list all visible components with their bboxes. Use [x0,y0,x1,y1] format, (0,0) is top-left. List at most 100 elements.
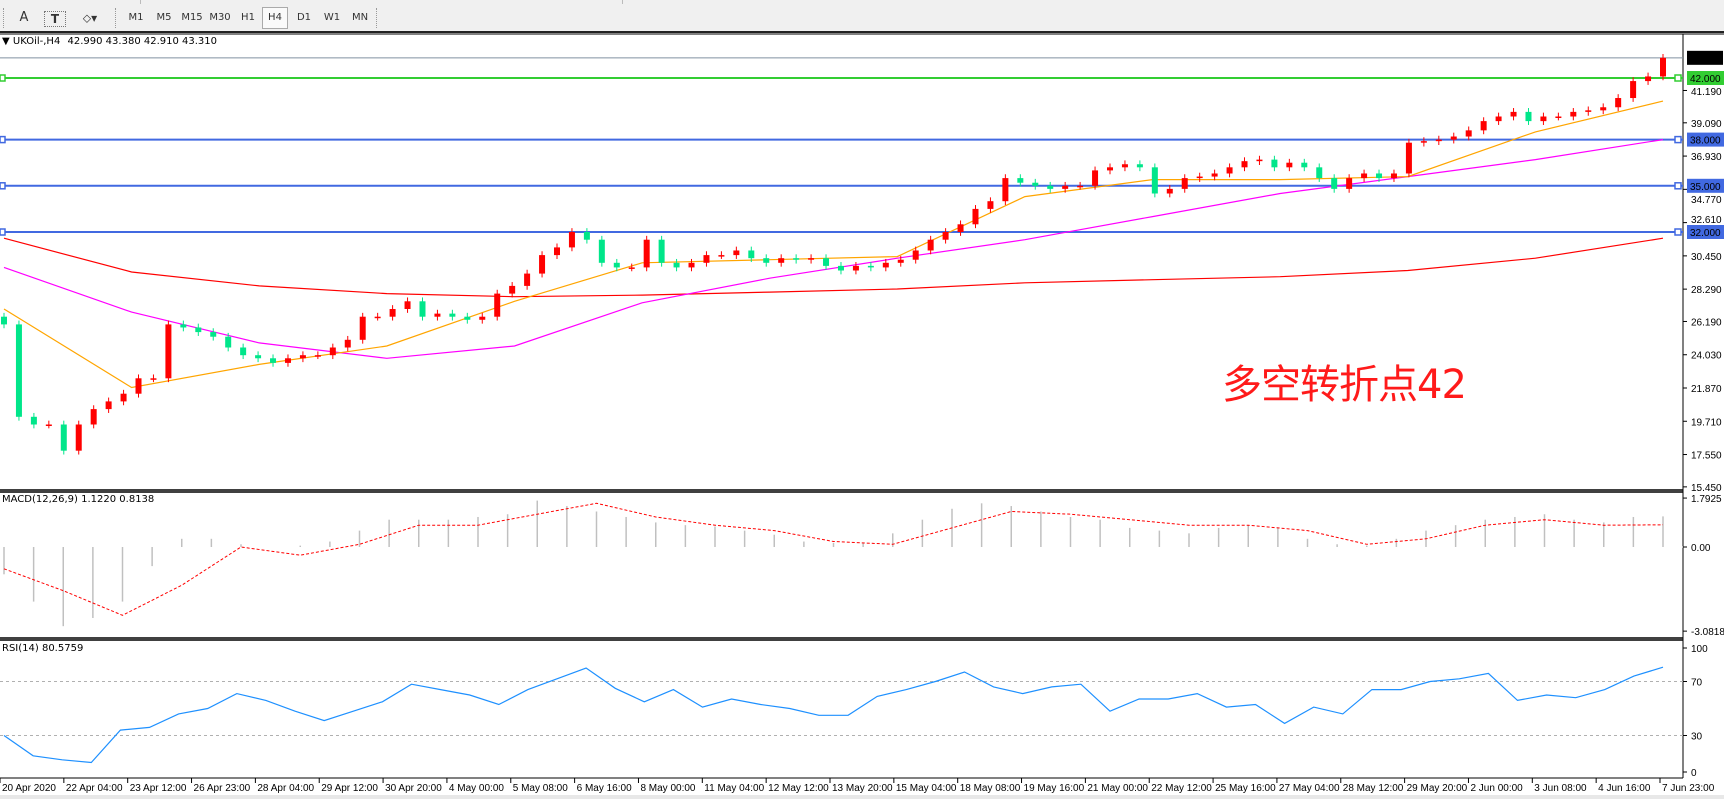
chart-annotation-text[interactable]: 多空转折点42 [1222,362,1467,408]
candle-body [703,255,710,263]
candle-body [673,262,680,268]
candle-body [837,265,844,271]
candle-body [987,201,994,209]
price-axis-label: 21.870 [1691,384,1722,395]
time-axis-label: 30 Apr 20:00 [385,783,442,794]
toolbar-separator [376,8,379,28]
collapse-triangle-icon[interactable]: ▼ [2,36,10,47]
horizontal-line-price-label: 32.000 [1690,228,1721,239]
time-axis-label: 22 Apr 04:00 [66,783,123,794]
candle-body [449,313,456,317]
price-axis-label: 28.290 [1691,285,1722,296]
candle-body [255,355,262,359]
symbol-label: UKOil-,H4 [12,36,61,47]
time-axis-label: 15 May 04:00 [896,783,957,794]
time-axis-label: 6 May 16:00 [577,783,632,794]
candle-body [1600,107,1607,111]
candle-body [1017,178,1024,183]
text-box-tool-icon[interactable]: T [44,11,66,27]
candle-body [1316,167,1323,179]
candle-body [60,424,67,451]
candle-body [1286,162,1293,168]
macd-axis-label: -3.0818 [1691,627,1724,638]
price-axis-label: 36.930 [1691,152,1722,163]
candle-body [912,250,919,260]
line-handle-icon[interactable] [1674,228,1682,236]
candle-body [1241,161,1248,168]
line-handle-icon[interactable] [1674,135,1682,144]
toolbar-segment [142,0,623,4]
candle-body [344,339,351,348]
candle-body [808,258,815,260]
line-handle-icon[interactable] [1674,74,1682,82]
timeframe-m30-button[interactable]: M30 [209,12,231,23]
horizontal-scrollbar[interactable] [0,795,1724,799]
price-axis-label: 17.550 [1691,451,1722,462]
time-axis-label: 20 Apr 2020 [2,783,56,794]
candle-body [419,301,426,317]
candle-body [1301,162,1308,168]
candle-body [120,393,127,402]
timeframe-mn-button[interactable]: MN [351,12,369,23]
line-handle-icon[interactable] [1674,182,1682,190]
time-axis-label: 4 Jun 16:00 [1598,783,1651,794]
candle-body [1226,167,1233,174]
rsi-axis-label: 0 [1691,768,1697,779]
candle-body [329,347,336,356]
line-handle-icon[interactable] [0,74,6,82]
candle-body [1196,176,1203,179]
candle-body [195,327,202,333]
toolbar-grip[interactable] [3,8,6,28]
candle-body [852,265,859,271]
candle-body [45,424,52,426]
candle-body [718,255,725,257]
rsi-label: RSI(14) 80.5759 [2,643,84,654]
timeframe-m1-button[interactable]: M1 [128,12,144,23]
time-axis-label: 2 Jun 00:00 [1470,783,1523,794]
candle-body [1630,81,1637,99]
candle-body [374,316,381,319]
line-handle-icon[interactable] [0,135,6,144]
candle-body [299,355,306,359]
horizontal-line-price-label: 42.000 [1690,74,1721,85]
horizontal-line-price-tag [1687,71,1724,85]
candle-body [1032,182,1039,186]
candle-body [628,267,635,269]
candle-body [1361,173,1368,179]
timeframe-m5-button[interactable]: M5 [156,12,172,23]
candle-body [509,285,516,294]
candle-body [105,401,112,410]
price-axis-label: 34.770 [1691,195,1722,206]
line-handle-icon[interactable] [0,182,6,190]
candle-body [359,316,366,340]
timeframe-h1-button[interactable]: H1 [241,12,255,23]
candle-body [793,258,800,260]
candle-body [957,224,964,232]
candle-body [1271,159,1278,168]
time-axis-label: 29 Apr 12:00 [321,783,378,794]
line-handle-icon[interactable] [0,228,6,236]
timeframe-h4-button[interactable]: H4 [262,7,288,29]
moving-average-ma_slow [3,237,1664,298]
time-axis-label: 18 May 08:00 [960,783,1021,794]
candle-body [1092,170,1099,186]
timeframe-d1-button[interactable]: D1 [296,12,312,23]
toolbar-segment [0,0,141,4]
candle-body [1121,164,1128,168]
time-axis-label: 19 May 16:00 [1024,783,1085,794]
time-axis-label: 12 May 12:00 [768,783,829,794]
candle-body [1211,173,1218,177]
price-axis-label: 41.190 [1691,87,1722,98]
text-label-tool-icon[interactable]: A [19,10,29,25]
candle-body [598,239,605,263]
rsi-axis-label: 100 [1691,644,1708,655]
candle-body [165,324,172,379]
candle-body [942,232,949,240]
shapes-dropdown-icon[interactable]: ⬦▾ [82,11,98,25]
timeframe-m15-button[interactable]: M15 [181,12,203,23]
timeframe-w1-button[interactable]: W1 [323,12,341,23]
candle-body [1585,110,1592,112]
candle-body [897,259,904,263]
candle-body [225,336,232,348]
